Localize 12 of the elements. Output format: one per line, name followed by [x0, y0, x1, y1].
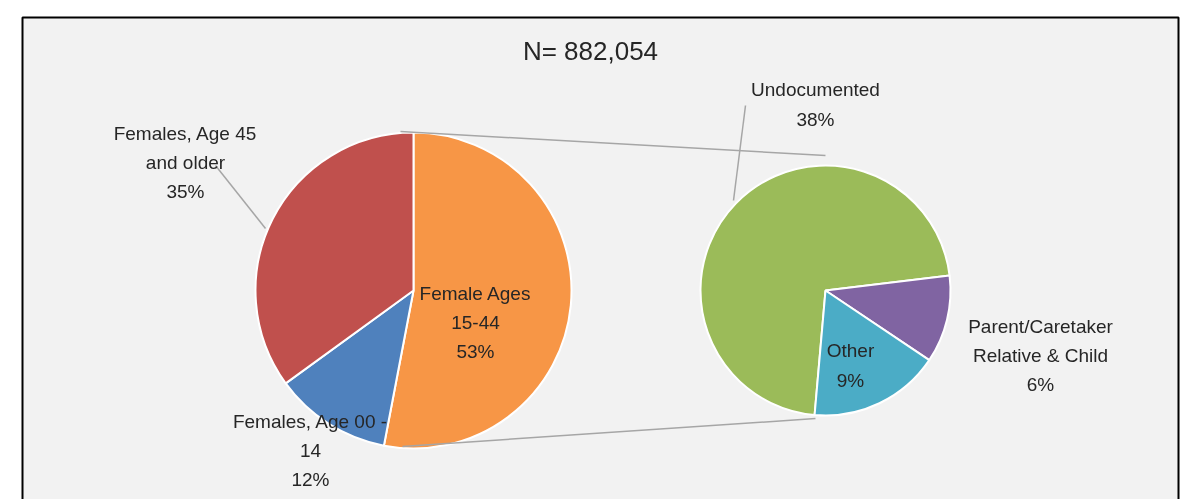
chart-title: N= 882,054	[522, 35, 659, 66]
data-label: 35%	[166, 181, 205, 203]
slice-label: Other	[826, 340, 875, 362]
slice-label: Females, Age 45 and older	[113, 122, 257, 173]
slice-label: Parent/Caretaker Relative & Child	[968, 315, 1114, 366]
data-label: 6%	[1026, 374, 1055, 396]
slice-label: Undocumented	[751, 79, 880, 101]
data-label: 53%	[456, 341, 495, 363]
slice-label: Female Ages 15-44	[419, 282, 531, 333]
data-label: 9%	[836, 369, 865, 391]
data-label: 38%	[796, 108, 835, 130]
data-label: 12%	[291, 469, 330, 491]
